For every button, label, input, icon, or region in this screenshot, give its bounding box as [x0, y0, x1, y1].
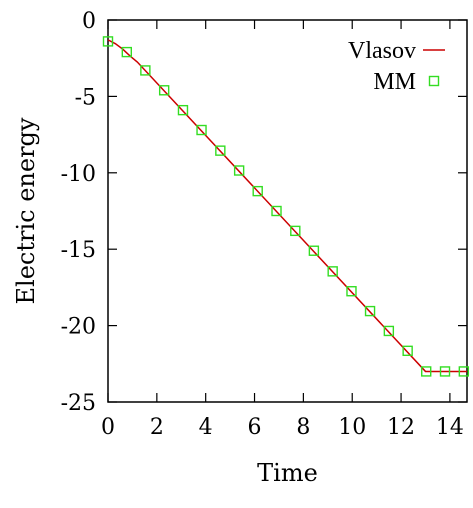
mm-marker [421, 366, 432, 377]
y-tick-label: -10 [61, 162, 96, 187]
legend-label-mm: MM [373, 69, 416, 95]
mm-marker [290, 225, 301, 237]
x-tick-label: 10 [338, 415, 366, 440]
mm-marker [439, 366, 451, 377]
y-tick-labels: 0 -5 -10 -15 -20 -25 [61, 9, 96, 416]
legend: Vlasov MM [348, 38, 445, 95]
y-tick-label: -5 [75, 85, 96, 110]
mm-marker [233, 165, 245, 176]
mm-marker [308, 245, 320, 256]
x-tick-labels: 0 2 4 6 8 10 12 14 [101, 415, 464, 440]
tick-marks [107, 19, 467, 403]
x-axis-title: Time [257, 459, 318, 487]
mm-marker [327, 266, 338, 277]
mm-marker [102, 36, 114, 47]
mm-marker [364, 305, 376, 317]
plot-frame-rect [107, 19, 468, 403]
mm-marker [383, 325, 395, 337]
mm-marker [271, 205, 282, 217]
mm-marker [346, 286, 357, 297]
plot-frame [107, 19, 468, 403]
mm-marker [215, 145, 226, 156]
x-tick-label: 12 [387, 415, 415, 440]
y-tick-label: -20 [61, 315, 96, 340]
x-tick-label: 6 [248, 415, 262, 440]
mm-marker [140, 65, 151, 76]
y-axis-title: Electric energy [12, 117, 40, 304]
y-tick-label: 0 [82, 9, 96, 34]
x-tick-label: 8 [296, 415, 310, 440]
series-layer [102, 36, 470, 377]
mm-marker [196, 124, 207, 136]
y-tick-label: -15 [61, 238, 96, 263]
mm-marker [121, 46, 133, 58]
legend-swatch-mm [428, 75, 440, 87]
x-tick-label: 0 [101, 415, 115, 440]
mm-marker [402, 345, 413, 357]
mm-marker [252, 185, 263, 197]
x-tick-label: 4 [199, 415, 213, 440]
x-tick-label: 2 [150, 415, 164, 440]
legend-label-vlasov: Vlasov [348, 38, 416, 64]
x-tick-label: 14 [436, 415, 464, 440]
mm-marker [458, 366, 470, 377]
mm-marker [177, 104, 189, 116]
mm-marker [158, 85, 170, 96]
y-tick-label: -25 [61, 391, 96, 416]
